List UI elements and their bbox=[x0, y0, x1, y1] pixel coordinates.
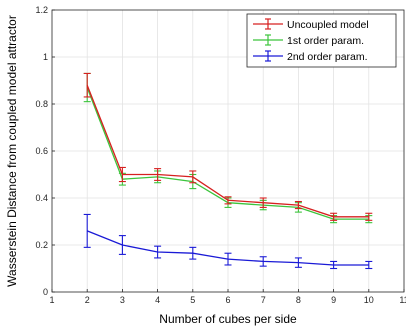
error-bar bbox=[189, 170, 197, 184]
series-layer bbox=[83, 72, 373, 270]
error-bar bbox=[330, 212, 338, 221]
y-tick-label: 0.4 bbox=[35, 193, 48, 203]
legend-symbol bbox=[253, 50, 283, 62]
x-tick-label: 1 bbox=[49, 295, 54, 305]
legend-label: 1st order param. bbox=[287, 35, 364, 47]
error-bar bbox=[294, 257, 302, 268]
y-tick-label: 1 bbox=[43, 52, 48, 62]
legend-label: 2nd order param. bbox=[287, 51, 368, 63]
error-bar bbox=[224, 196, 232, 205]
error-bar bbox=[154, 168, 162, 181]
y-tick-label: 0.6 bbox=[35, 146, 48, 156]
y-tick-label: 0 bbox=[43, 287, 48, 297]
legend-entry: 1st order param. bbox=[253, 34, 364, 47]
x-tick-label: 2 bbox=[85, 295, 90, 305]
x-axis-title: Number of cubes per side bbox=[159, 312, 297, 326]
x-tick-label: 5 bbox=[190, 295, 195, 305]
error-bar bbox=[294, 200, 302, 210]
series-1 bbox=[83, 72, 373, 221]
error-bar bbox=[259, 197, 267, 208]
error-bar bbox=[118, 166, 126, 183]
y-axis-title: Wasserstein Distance from coupled model … bbox=[5, 15, 19, 287]
error-bar bbox=[83, 213, 91, 248]
y-tick-label: 1.2 bbox=[35, 5, 48, 15]
error-bar bbox=[118, 235, 126, 255]
x-tick-label: 6 bbox=[225, 295, 230, 305]
y-tick-label: 0.8 bbox=[35, 99, 48, 109]
x-tick-label: 10 bbox=[364, 295, 374, 305]
ticks: 1 2 3 4 5 6 7 8 9 10 11 0 0.2 0.4 0.6 0.8 1 1.2 bbox=[35, 5, 406, 305]
legend-label: Uncoupled model bbox=[287, 19, 369, 31]
error-bar bbox=[330, 260, 338, 270]
error-bar bbox=[259, 256, 267, 267]
legend-symbol bbox=[253, 34, 283, 46]
error-bar bbox=[365, 212, 373, 221]
legend-symbol bbox=[253, 18, 283, 30]
x-tick-label: 7 bbox=[261, 295, 266, 305]
legend: Uncoupled model 1st order param. 2nd order… bbox=[246, 13, 397, 68]
x-tick-label: 3 bbox=[120, 295, 125, 305]
error-bar bbox=[365, 260, 373, 270]
legend-entry: 2nd order param. bbox=[253, 50, 368, 63]
error-bar bbox=[189, 246, 197, 260]
error-bar bbox=[83, 72, 91, 98]
x-tick-label: 11 bbox=[399, 295, 406, 305]
x-tick-label: 9 bbox=[331, 295, 336, 305]
x-tick-label: 4 bbox=[155, 295, 160, 305]
error-bar bbox=[224, 252, 232, 266]
x-tick-label: 8 bbox=[296, 295, 301, 305]
legend-entry: Uncoupled model bbox=[253, 18, 369, 31]
series-3 bbox=[83, 213, 373, 270]
error-bar bbox=[154, 245, 162, 259]
y-tick-label: 0.2 bbox=[35, 240, 48, 250]
